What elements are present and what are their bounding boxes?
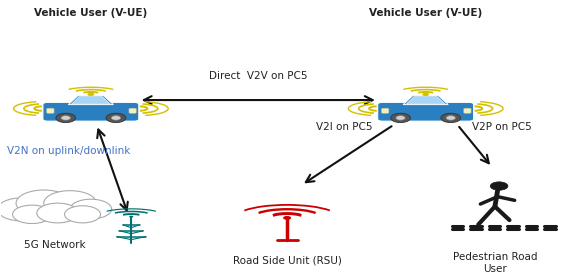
Circle shape [111, 116, 121, 120]
Circle shape [391, 113, 411, 123]
FancyBboxPatch shape [129, 108, 136, 113]
Text: Road Side Unit (RSU): Road Side Unit (RSU) [233, 255, 342, 265]
Circle shape [70, 199, 111, 219]
Circle shape [396, 116, 405, 120]
Circle shape [446, 116, 455, 120]
FancyBboxPatch shape [378, 102, 473, 121]
Circle shape [16, 190, 71, 216]
Text: Vehicle User (V-UE): Vehicle User (V-UE) [369, 8, 483, 18]
Polygon shape [403, 96, 448, 105]
Circle shape [129, 216, 133, 218]
Text: Pedestrian Road
User: Pedestrian Road User [452, 252, 537, 274]
Circle shape [61, 116, 70, 120]
FancyBboxPatch shape [47, 108, 54, 113]
Circle shape [106, 113, 126, 123]
Text: V2N on uplink/downlink: V2N on uplink/downlink [7, 146, 130, 156]
Polygon shape [71, 97, 110, 104]
FancyBboxPatch shape [43, 102, 139, 121]
Text: Direct  V2V on PC5: Direct V2V on PC5 [209, 71, 307, 81]
Circle shape [64, 206, 100, 223]
Polygon shape [406, 97, 445, 104]
Circle shape [37, 203, 78, 223]
Polygon shape [68, 96, 113, 105]
Circle shape [422, 93, 429, 96]
Text: V2P on PC5: V2P on PC5 [472, 122, 532, 132]
FancyBboxPatch shape [382, 108, 389, 113]
Text: V2I on PC5: V2I on PC5 [316, 122, 372, 132]
Circle shape [13, 205, 52, 224]
FancyBboxPatch shape [464, 108, 471, 113]
Circle shape [0, 198, 46, 221]
Circle shape [44, 191, 96, 216]
Circle shape [283, 216, 291, 220]
Circle shape [490, 182, 508, 190]
Circle shape [88, 93, 95, 96]
Text: 5G Network: 5G Network [24, 240, 86, 250]
Circle shape [441, 113, 461, 123]
Circle shape [56, 113, 75, 123]
Text: Vehicle User (V-UE): Vehicle User (V-UE) [34, 8, 147, 18]
